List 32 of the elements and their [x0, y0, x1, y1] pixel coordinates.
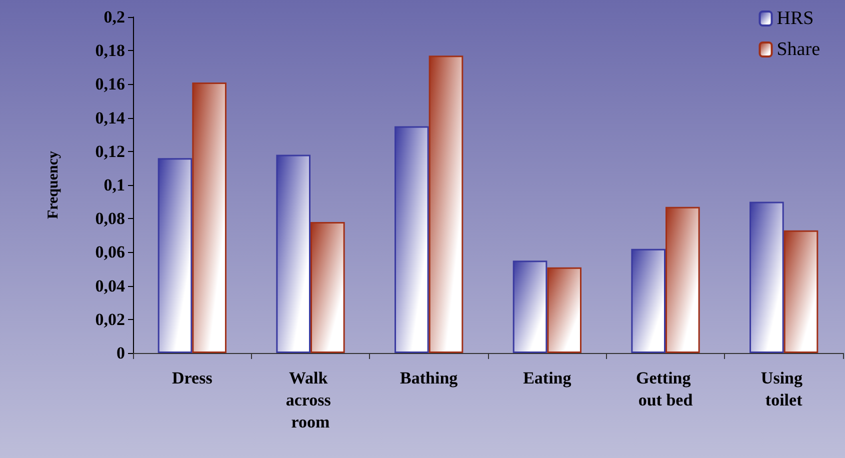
y-tick-label: 0,14 — [95, 108, 126, 128]
y-tick-label: 0,1 — [104, 176, 125, 194]
bar — [394, 126, 429, 353]
legend-label: HRS — [776, 8, 814, 29]
x-tick-label: Bathing — [400, 368, 458, 388]
bar — [192, 82, 226, 353]
y-tick-label: 0,16 — [95, 74, 125, 94]
x-tick-label: Getting out bed — [636, 368, 696, 410]
x-tick-label: Walk across room — [286, 368, 336, 432]
bar — [310, 222, 345, 353]
y-tick-label: 0,08 — [95, 209, 125, 228]
legend-label: Share — [776, 39, 820, 60]
x-tick-label: Using toilet — [760, 368, 807, 410]
y-tick-label: 0,04 — [95, 276, 126, 296]
x-tick-label: Eating — [523, 368, 572, 388]
bar — [512, 260, 548, 353]
bar — [631, 248, 666, 353]
x-tick-label: Dress — [172, 368, 213, 388]
bar — [428, 56, 464, 353]
y-tick-label: 0,02 — [95, 310, 125, 329]
y-tick-label: 0 — [116, 344, 125, 362]
y-tick-label: 0,18 — [95, 41, 125, 60]
bar — [784, 230, 818, 353]
bar — [276, 154, 310, 353]
y-tick-label: 0,06 — [95, 242, 125, 262]
bar — [158, 158, 192, 353]
bar — [750, 202, 784, 353]
y-axis-title: Frequency — [46, 150, 62, 220]
y-tick-label: 0,2 — [104, 8, 125, 26]
bar — [666, 206, 700, 353]
bar — [547, 267, 582, 353]
y-tick-label: 0,12 — [95, 142, 125, 161]
